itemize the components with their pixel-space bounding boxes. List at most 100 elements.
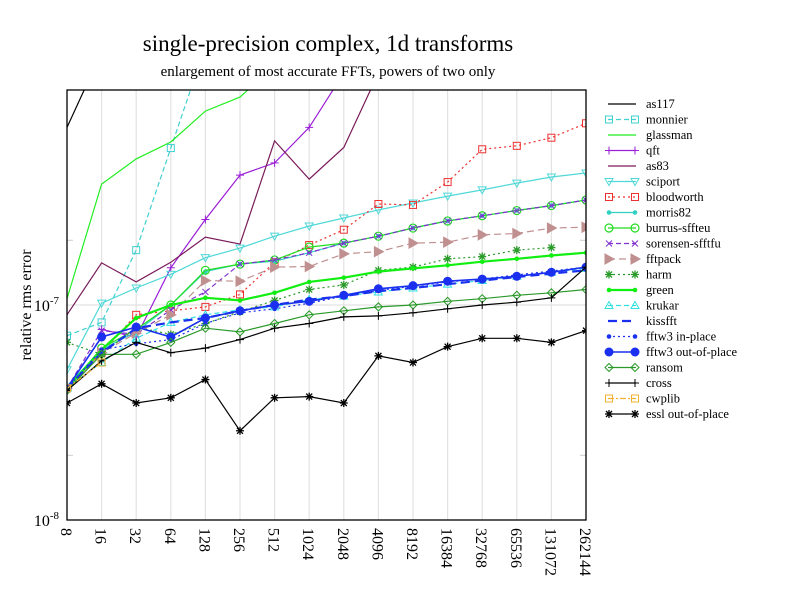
x-tick-label: 262144 xyxy=(576,528,593,576)
series-morris82 xyxy=(67,197,586,389)
marker-dot xyxy=(306,279,312,285)
marker-star xyxy=(409,358,417,367)
marker-dot xyxy=(376,269,381,274)
marker-star xyxy=(374,351,383,360)
marker-x xyxy=(582,196,586,204)
y-axis-label: relative rms error xyxy=(18,249,35,361)
series-as83 xyxy=(67,90,372,316)
legend-label: cwplib xyxy=(646,392,680,406)
series-line xyxy=(67,226,586,389)
marker-triangle-down xyxy=(604,178,614,187)
marker-x xyxy=(271,256,278,264)
x-axis: 8 16 32 64 128 256 512 1024 2048 4096 8192 16384 327… xyxy=(57,528,593,576)
marker-bigdot xyxy=(546,267,556,277)
marker-plus xyxy=(443,304,452,313)
x-tick-label: 16 xyxy=(92,528,109,544)
marker-square xyxy=(443,178,452,187)
marker-square xyxy=(478,145,487,154)
legend-entry: cross xyxy=(605,376,672,390)
marker-star xyxy=(236,426,244,435)
marker-square xyxy=(631,193,639,201)
legend-label: bloodworth xyxy=(646,190,704,204)
marker-star xyxy=(443,342,452,351)
marker-star xyxy=(512,334,521,343)
marker-circle xyxy=(630,223,640,233)
x-tick-label: 1024 xyxy=(299,528,316,560)
marker-star xyxy=(305,285,314,294)
marker-square xyxy=(166,144,175,153)
marker-x xyxy=(409,224,417,232)
marker-diamond xyxy=(304,310,314,320)
series-ransom xyxy=(67,284,586,396)
marker-circle xyxy=(546,200,557,211)
legend-entry: as83 xyxy=(608,159,669,173)
marker-dot xyxy=(549,253,554,258)
marker-star xyxy=(305,392,314,401)
marker-triangle-down xyxy=(581,169,586,179)
marker-dot xyxy=(632,287,638,293)
marker-triangle-right xyxy=(166,308,177,321)
legend-entry: kissfft xyxy=(608,314,678,328)
marker-bigdot xyxy=(131,322,141,332)
marker-bigdot xyxy=(304,296,314,306)
legend-label: qft xyxy=(646,144,660,158)
marker-triangle-right xyxy=(581,221,586,234)
marker-bigdot xyxy=(408,281,418,291)
marker-plus xyxy=(631,379,639,387)
marker-triangle-right xyxy=(408,237,420,249)
legend-entry: essl out-of-place xyxy=(605,407,729,421)
marker-star xyxy=(132,399,141,408)
series-line xyxy=(67,330,586,432)
marker-star xyxy=(339,399,348,408)
marker-triangle-right xyxy=(373,245,385,258)
legend-label: monnier xyxy=(646,113,688,127)
marker-triangle-down xyxy=(269,232,280,242)
marker-plus xyxy=(270,324,279,333)
marker-triangle-right xyxy=(477,228,489,241)
legend-label: morris82 xyxy=(646,206,691,220)
marker-dot xyxy=(410,266,416,271)
y-tick-label: 10-8 xyxy=(34,510,60,530)
marker-square xyxy=(97,358,106,367)
marker-dot xyxy=(341,275,347,280)
marker-x xyxy=(98,327,105,334)
marker-diamond xyxy=(67,385,72,396)
marker-triangle-down xyxy=(630,178,640,187)
marker-x xyxy=(478,212,486,220)
marker-triangle-right xyxy=(270,261,281,273)
marker-star xyxy=(443,254,452,263)
marker-bigdot xyxy=(97,332,107,342)
legend-entry: ransom xyxy=(604,361,683,375)
series-line xyxy=(67,251,586,390)
marker-square xyxy=(605,115,613,124)
marker-bigdot xyxy=(512,271,522,281)
marker-square xyxy=(631,115,639,124)
x-tick-label: 131072 xyxy=(541,528,558,576)
marker-square xyxy=(67,331,71,340)
marker-circle xyxy=(304,242,314,252)
legend-entry: fftpack xyxy=(604,252,682,266)
series-green xyxy=(67,250,586,391)
marker-plus xyxy=(97,325,106,334)
marker-star xyxy=(547,243,556,252)
marker-dot xyxy=(632,210,638,215)
marker-plus xyxy=(409,308,417,317)
marker-dot xyxy=(606,210,612,215)
marker-star xyxy=(270,393,279,402)
marker-star xyxy=(547,338,556,347)
marker-triangle-up xyxy=(604,300,614,309)
marker-x xyxy=(548,202,555,209)
series-line xyxy=(67,90,192,337)
marker-star xyxy=(478,252,487,261)
marker-triangle-down xyxy=(546,173,557,182)
marker-plus xyxy=(67,386,71,395)
marker-dot xyxy=(272,290,277,296)
marker-plus xyxy=(166,348,175,357)
legend-entry: green xyxy=(606,283,675,297)
legend-entry: as117 xyxy=(608,97,675,111)
legend-label: green xyxy=(646,283,675,297)
marker-square xyxy=(512,141,521,150)
y-tick-label: 10-7 xyxy=(34,295,60,315)
series-line xyxy=(67,266,586,392)
